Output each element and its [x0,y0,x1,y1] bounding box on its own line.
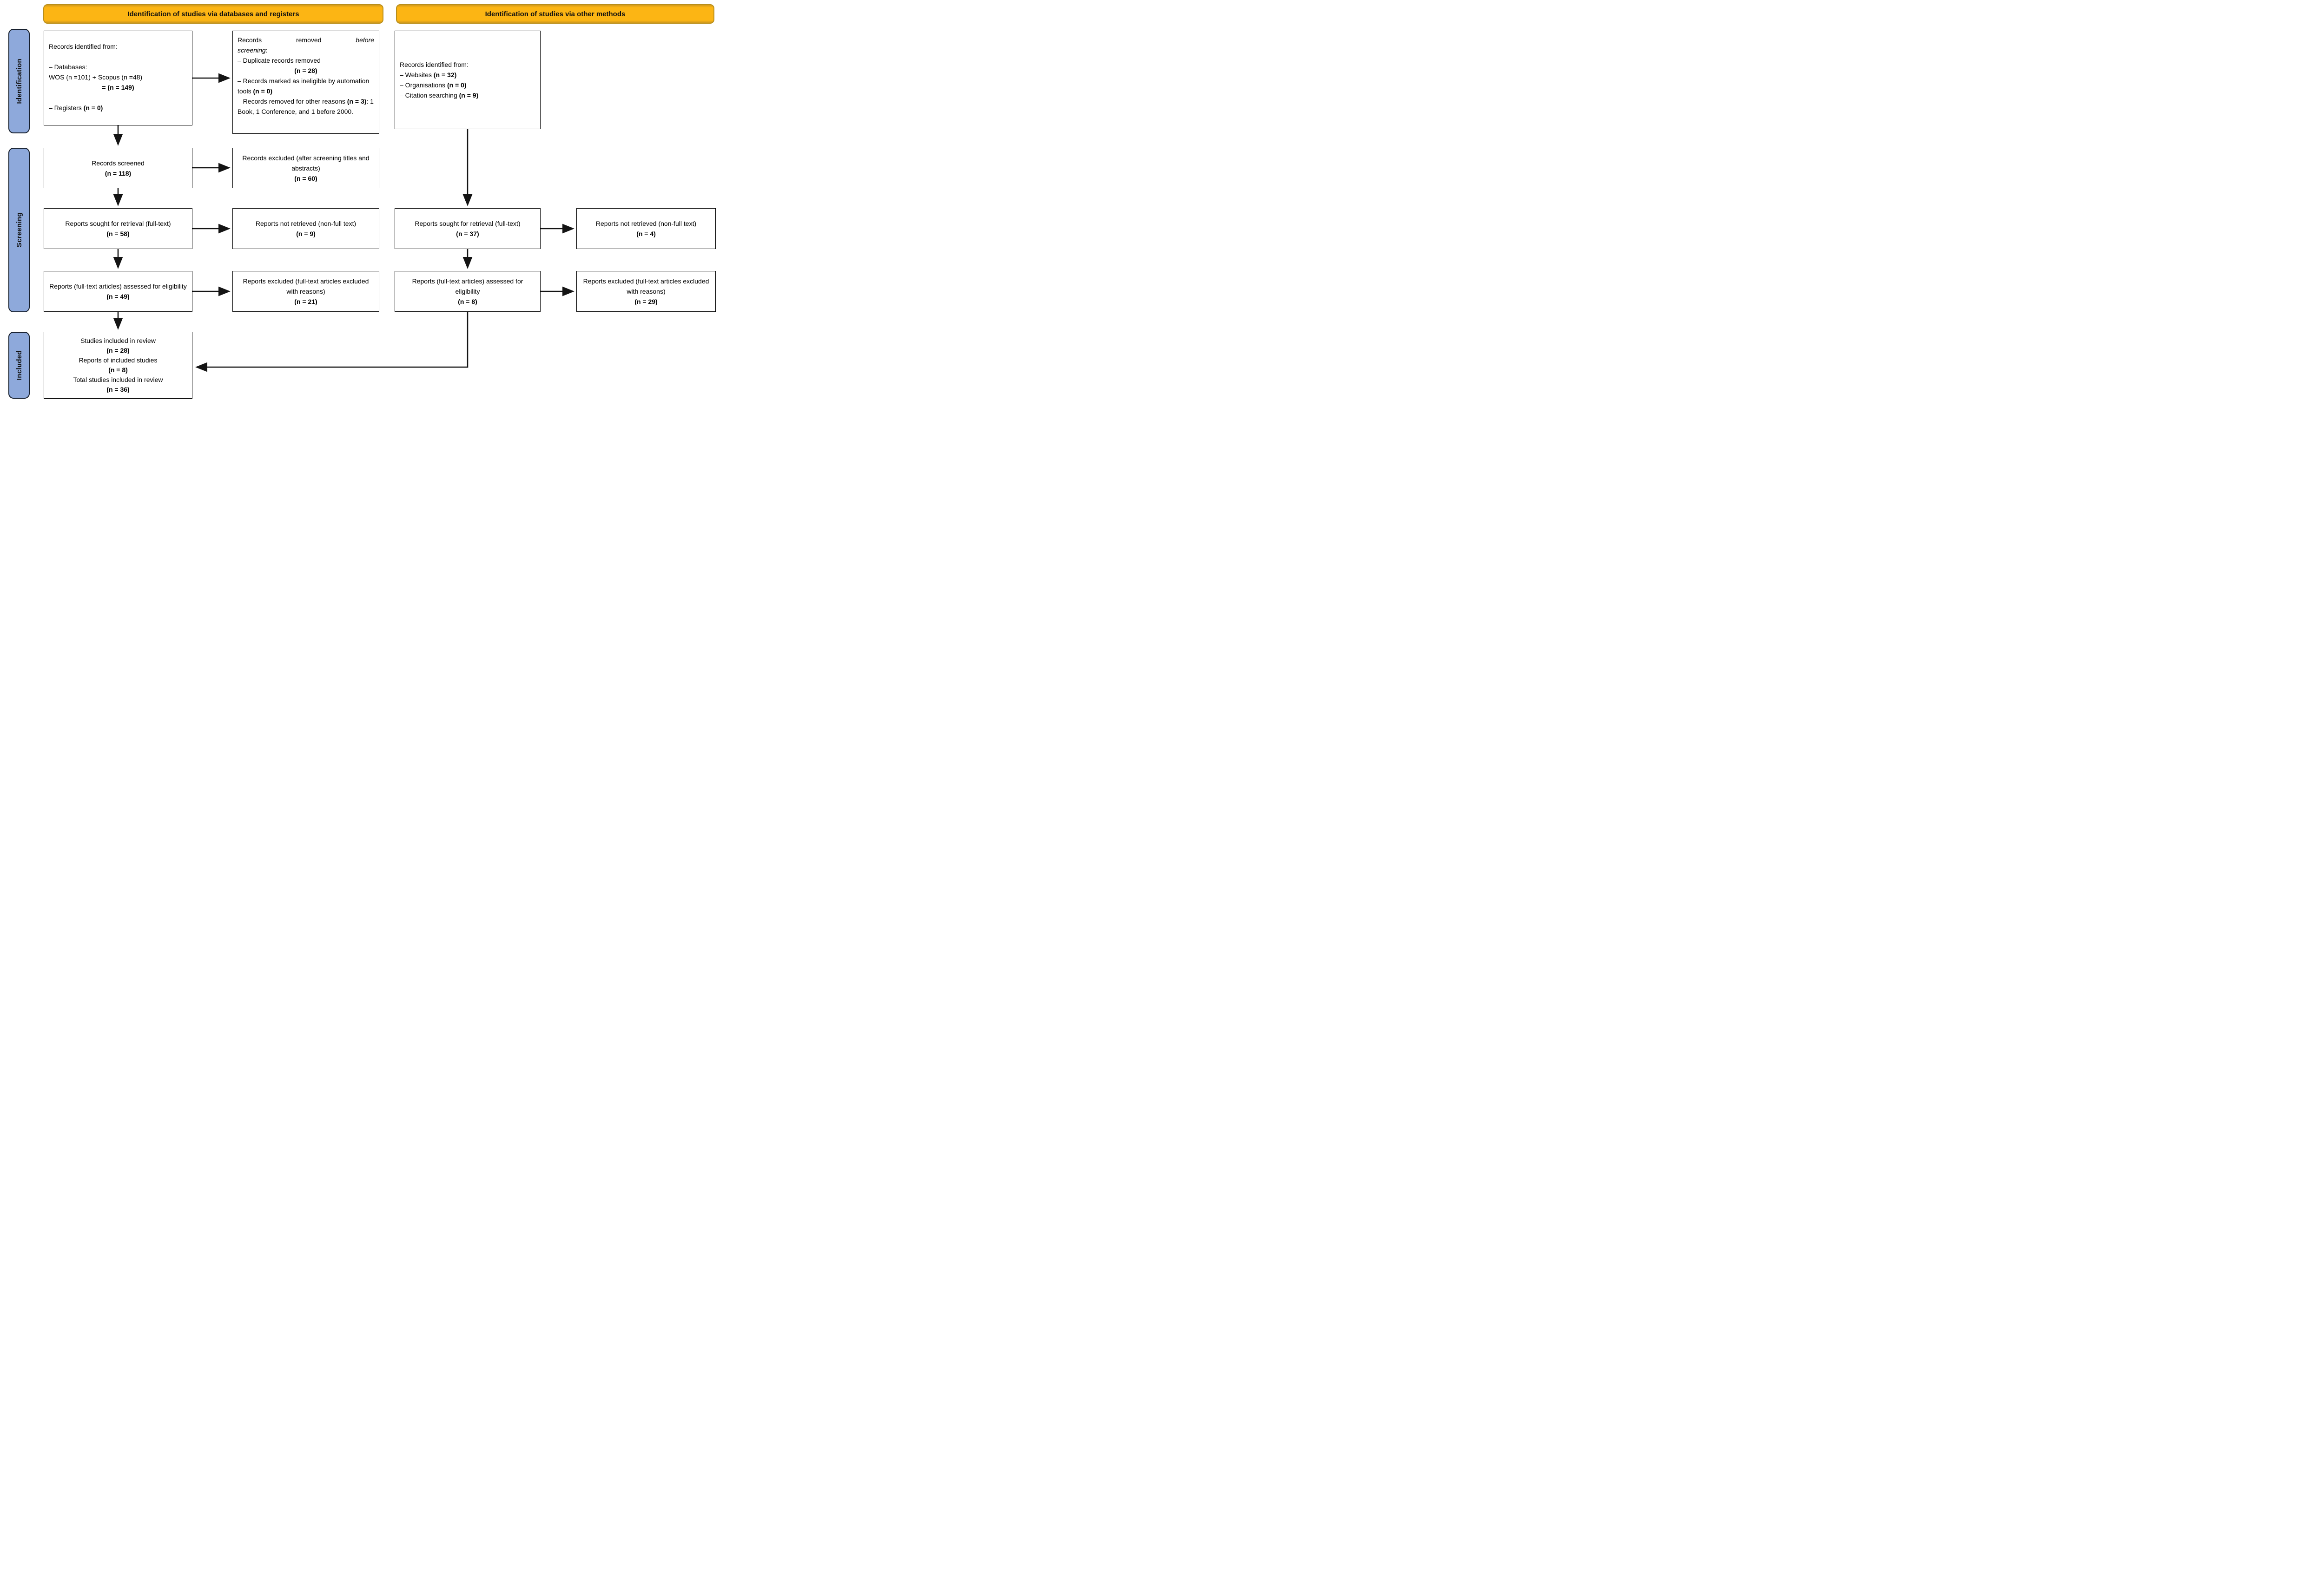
box-line: Reports excluded (full-text articles exc… [583,277,709,295]
box-reports-not-retrieved-other: Reports not retrieved (non-full text) (n … [576,208,716,249]
box-line: Records screened [92,159,145,167]
box-line: Total studies included in review [73,376,163,383]
box-line: Studies included in review [80,337,156,344]
box-reports-excluded-databases: Reports excluded (full-text articles exc… [232,271,379,312]
box-line: – Databases: [49,63,87,71]
box-reports-not-retrieved-databases: Reports not retrieved (non-full text) (n … [232,208,379,249]
box-line: (n = 21) [294,298,317,305]
sidebar-identification: Identification [8,29,30,133]
sidebar-identification-label: Identification [15,58,23,104]
banner-other-methods: Identification of studies via other meth… [396,4,714,24]
box-line: (n = 118) [105,169,132,177]
box-studies-included: Studies included in review (n = 28) Report… [44,332,192,399]
box-reports-sought-databases: Reports sought for retrieval (full-text)… [44,208,192,249]
box-line: (n = 28) [106,347,130,354]
box-line: – Registers (n = 0) [49,104,103,112]
box-line: (n = 58) [106,230,130,237]
box-line: Reports (full-text articles) assessed fo… [412,277,523,295]
box-line: = (n = 149) [102,84,134,91]
box-line: – Citation searching (n = 9) [400,92,479,99]
box-line: screening: [238,46,268,54]
box-line: Reports of included studies [79,356,158,364]
box-line: – Records marked as ineligible by automa… [238,77,370,95]
box-line [49,92,187,103]
box-reports-assessed-other: Reports (full-text articles) assessed fo… [395,271,541,312]
box-line: – Duplicate records removed [238,57,321,64]
box-line: Reports excluded (full-text articles exc… [243,277,369,295]
box-line: WOS (n =101) + Scopus (n =48) [49,73,143,81]
box-line: (n = 4) [636,230,656,237]
box-line: (n = 60) [294,174,317,182]
sidebar-screening-label: Screening [15,212,23,248]
box-line: (n = 8) [458,298,477,305]
banner-databases-registers: Identification of studies via databases … [43,4,383,24]
box-line: (n = 37) [456,230,479,237]
box-line: Reports (full-text articles) assessed fo… [49,283,187,290]
prisma-flow-diagram: Identification of studies via databases … [0,0,718,401]
box-line: Reports not retrieved (non-full text) [595,220,697,227]
box-line [49,52,187,62]
box-line: (n = 9) [296,230,316,237]
box-line: Reports sought for retrieval (full-text) [415,220,521,227]
box-line: Reports not retrieved (non-full text) [255,220,357,227]
box-line: (n = 29) [634,298,658,305]
box-line: – Records removed for other reasons (n =… [238,98,374,115]
box-line: (n = 8) [108,366,128,374]
box-line: Records identified from: [400,61,469,68]
box-reports-excluded-other: Reports excluded (full-text articles exc… [576,271,716,312]
box-records-screened: Records screened (n = 118) [44,148,192,188]
box-records-removed-before-screening: Records removed before screening: – Duplic… [232,31,379,134]
box-line: Records excluded (after screening titles… [242,154,370,172]
sidebar-included: Included [8,332,30,399]
box-reports-assessed-databases: Reports (full-text articles) assessed fo… [44,271,192,312]
box-line: (n = 49) [106,293,130,300]
sidebar-included-label: Included [15,350,23,381]
box-line: – Websites (n = 32) [400,71,457,79]
box-line: – Organisations (n = 0) [400,81,467,89]
box-line: Reports sought for retrieval (full-text) [65,220,171,227]
box-line: Records identified from: [49,43,118,50]
sidebar-screening: Screening [8,148,30,312]
box-records-identified-other: Records identified from: – Websites (n = … [395,31,541,129]
box-records-excluded: Records excluded (after screening titles… [232,148,379,188]
box-records-identified-databases: Records identified from: – Databases: WOS … [44,31,192,125]
box-line: (n = 36) [106,386,130,393]
box-line: (n = 28) [294,67,317,74]
box-reports-sought-other: Reports sought for retrieval (full-text)… [395,208,541,249]
box-line: Records removed before [238,36,374,44]
arrow-other-assessed-to-included [195,312,469,372]
